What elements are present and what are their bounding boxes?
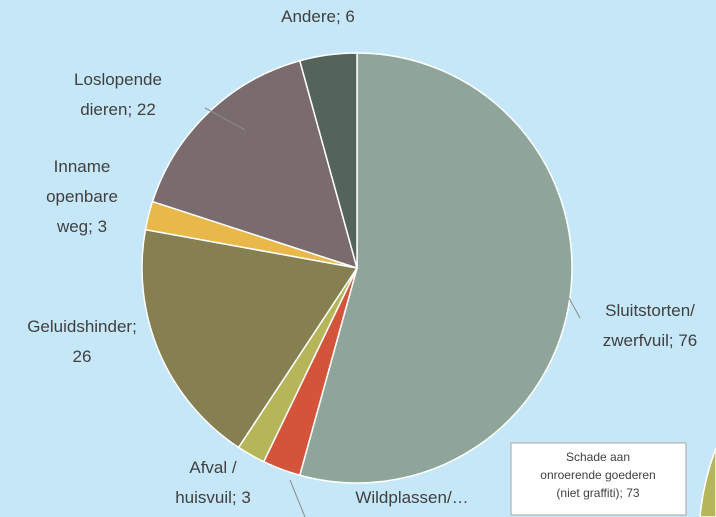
data-label: Sluitstorten/ xyxy=(605,301,695,320)
data-label: huisvuil; 3 xyxy=(175,488,251,507)
data-label: weg; 3 xyxy=(56,217,107,236)
data-label: openbare xyxy=(46,187,118,206)
data-label: Afval / xyxy=(189,458,237,477)
labels: Sluitstorten/zwerfvuil; 76 Wildplassen/… A… xyxy=(27,7,697,507)
annotation: Schade aan xyxy=(566,450,630,464)
pie-slice xyxy=(141,228,359,449)
pie-slice xyxy=(151,59,359,270)
annotation: onroerende goederen xyxy=(540,468,655,482)
data-label: zwerfvuil; 76 xyxy=(603,331,697,350)
annotation: (niet graffiti); 73 xyxy=(556,486,639,500)
data-label: Wildplassen/… xyxy=(355,488,468,507)
pie xyxy=(141,52,573,484)
pie-slice xyxy=(298,52,573,484)
annotation-box xyxy=(510,442,687,516)
data-label: Inname xyxy=(54,157,111,176)
pie-slice xyxy=(298,52,358,269)
data-label: 26 xyxy=(73,347,92,366)
leader-lines xyxy=(204,107,581,517)
data-label: Loslopende xyxy=(74,70,162,89)
second-pie-slice xyxy=(699,447,716,517)
data-label: dieren; 22 xyxy=(80,100,156,119)
data-label: Andere; 6 xyxy=(281,7,355,26)
data-label: Geluidshinder; xyxy=(27,317,137,336)
